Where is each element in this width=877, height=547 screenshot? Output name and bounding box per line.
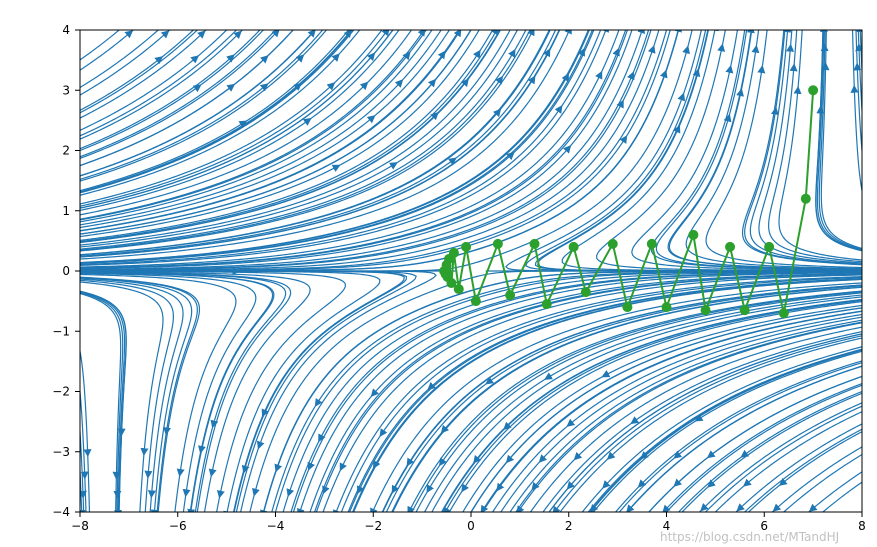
y-tick-label: 2 [62,144,70,158]
trajectory-point [542,299,552,309]
trajectory-point [647,239,657,249]
trajectory-point [439,266,449,276]
y-tick-label: 4 [62,23,70,37]
x-tick-label: 6 [760,519,768,533]
x-tick-label: −6 [169,519,187,533]
trajectory-point [505,290,515,300]
x-tick-label: 8 [858,519,866,533]
x-tick-label: −4 [267,519,285,533]
trajectory-point [808,85,818,95]
y-tick-label: −3 [52,445,70,459]
trajectory-point [740,305,750,315]
x-tick-label: 4 [663,519,671,533]
trajectory-point [725,242,735,252]
x-tick-label: 2 [565,519,573,533]
trajectory-point [688,230,698,240]
trajectory-point [569,242,579,252]
y-tick-label: 3 [62,83,70,97]
trajectory-point [461,242,471,252]
trajectory-point [530,239,540,249]
trajectory-point [801,194,811,204]
trajectory-point [662,302,672,312]
trajectory-point [701,305,711,315]
trajectory-point [471,296,481,306]
trajectory-point [493,239,503,249]
y-tick-label: −2 [52,385,70,399]
y-tick-label: 1 [62,204,70,218]
trajectory-point [779,308,789,318]
y-tick-label: 0 [62,264,70,278]
streamplot-chart: −8 −6 −4 −2 0 2 4 6 8 −4 −3 −2 −1 0 1 2 3 4 [0,0,877,547]
trajectory-point [608,239,618,249]
y-tick-label: −4 [52,505,70,519]
trajectory-point [622,302,632,312]
x-tick-label: 0 [467,519,475,533]
x-tick-label: −2 [364,519,382,533]
y-tick-label: −1 [52,324,70,338]
chart-container: −8−6−4−202468−4−3−2−101234 https://blog.… [0,0,877,547]
trajectory-point [581,287,591,297]
trajectory-point [764,242,774,252]
x-tick-label: −8 [71,519,89,533]
